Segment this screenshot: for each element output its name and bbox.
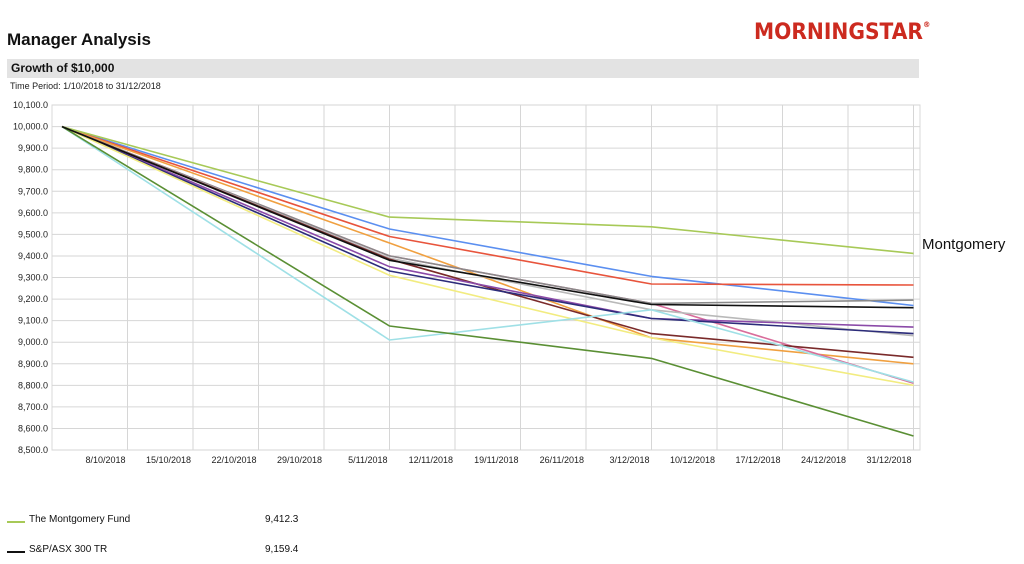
x-tick-label: 8/10/2018 [85, 455, 125, 465]
x-tick-label: 12/11/2018 [409, 455, 453, 465]
section-title: Growth of $10,000 [11, 61, 115, 75]
series-line-12 [61, 125, 914, 383]
y-tick-label: 9,700.0 [18, 186, 48, 196]
morningstar-logo: MORNINGSTAR® [754, 20, 930, 45]
x-tick-label: 5/11/2018 [348, 455, 387, 465]
y-tick-label: 9,100.0 [18, 316, 48, 326]
series-line-1 [61, 125, 914, 307]
x-tick-label: 22/10/2018 [211, 455, 256, 465]
series-line-s-p-asx-300-tr [61, 125, 914, 309]
page-title: Manager Analysis [7, 30, 151, 49]
y-tick-label: 9,200.0 [18, 294, 48, 304]
registered-mark: ® [923, 20, 931, 29]
y-tick-label: 8,800.0 [18, 380, 48, 390]
y-tick-label: 9,300.0 [18, 273, 48, 283]
legend-swatch-montgomery [7, 521, 25, 523]
legend-item-montgomery: The Montgomery Fund 9,412.3 [7, 514, 407, 530]
logo-text: MORNINGSTAR [754, 20, 924, 45]
y-tick-label: 9,900.0 [18, 143, 48, 153]
series-line-3 [61, 125, 914, 365]
y-tick-label: 9,400.0 [18, 251, 48, 261]
y-tick-label: 10,000.0 [13, 122, 48, 132]
series-line-13 [61, 125, 914, 437]
montgomery-callout: Montgomery [922, 236, 1006, 253]
legend-label: The Montgomery Fund [29, 514, 131, 525]
y-tick-label: 10,100.0 [13, 100, 48, 110]
legend-value: 9,412.3 [265, 514, 299, 525]
y-tick-label: 8,600.0 [18, 423, 48, 433]
time-period: Time Period: 1/10/2018 to 31/12/2018 [10, 81, 161, 91]
y-tick-label: 8,900.0 [18, 359, 48, 369]
legend-value: 9,159.4 [265, 544, 299, 555]
x-tick-label: 10/12/2018 [670, 455, 715, 465]
series-line-the-montgomery-fund [61, 125, 914, 255]
series-line-8 [61, 125, 914, 328]
legend-swatch-asx300 [7, 551, 25, 553]
section-header-band: Growth of $10,000 [7, 59, 919, 78]
series-line-2 [61, 125, 914, 286]
legend-label: S&P/ASX 300 TR [29, 544, 108, 555]
y-tick-label: 9,600.0 [18, 208, 48, 218]
x-tick-label: 17/12/2018 [735, 455, 780, 465]
series-line-5 [61, 125, 914, 305]
x-tick-label: 19/11/2018 [474, 455, 518, 465]
x-tick-label: 31/12/2018 [866, 455, 911, 465]
legend-item-asx300: S&P/ASX 300 TR 9,159.4 [7, 544, 407, 560]
x-tick-label: 24/12/2018 [801, 455, 846, 465]
y-tick-label: 8,700.0 [18, 402, 48, 412]
y-tick-label: 9,500.0 [18, 229, 48, 239]
y-tick-label: 9,800.0 [18, 165, 48, 175]
x-tick-label: 3/12/2018 [609, 455, 649, 465]
x-tick-label: 15/10/2018 [146, 455, 191, 465]
x-tick-label: 29/10/2018 [277, 455, 322, 465]
series-line-9 [61, 125, 914, 335]
y-tick-label: 8,500.0 [18, 445, 48, 455]
series-line-11 [61, 125, 914, 387]
x-tick-label: 26/11/2018 [540, 455, 584, 465]
y-tick-label: 9,000.0 [18, 337, 48, 347]
